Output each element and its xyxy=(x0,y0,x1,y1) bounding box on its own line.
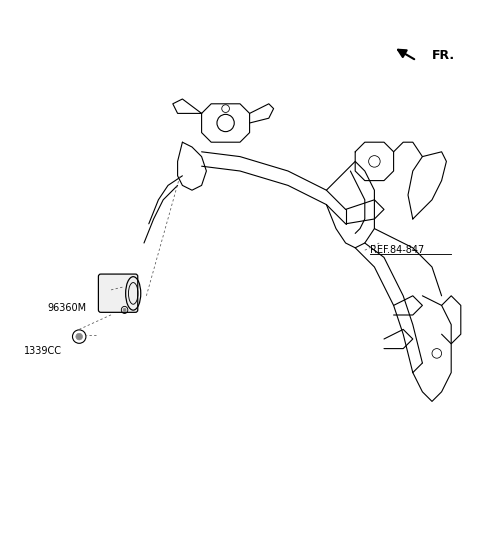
Text: 1339CC: 1339CC xyxy=(24,346,62,356)
Text: FR.: FR. xyxy=(432,49,455,61)
Text: 96360M: 96360M xyxy=(47,303,86,313)
Circle shape xyxy=(76,333,83,340)
Text: REF.84-847: REF.84-847 xyxy=(370,245,424,255)
FancyBboxPatch shape xyxy=(98,274,138,312)
Ellipse shape xyxy=(123,308,126,312)
